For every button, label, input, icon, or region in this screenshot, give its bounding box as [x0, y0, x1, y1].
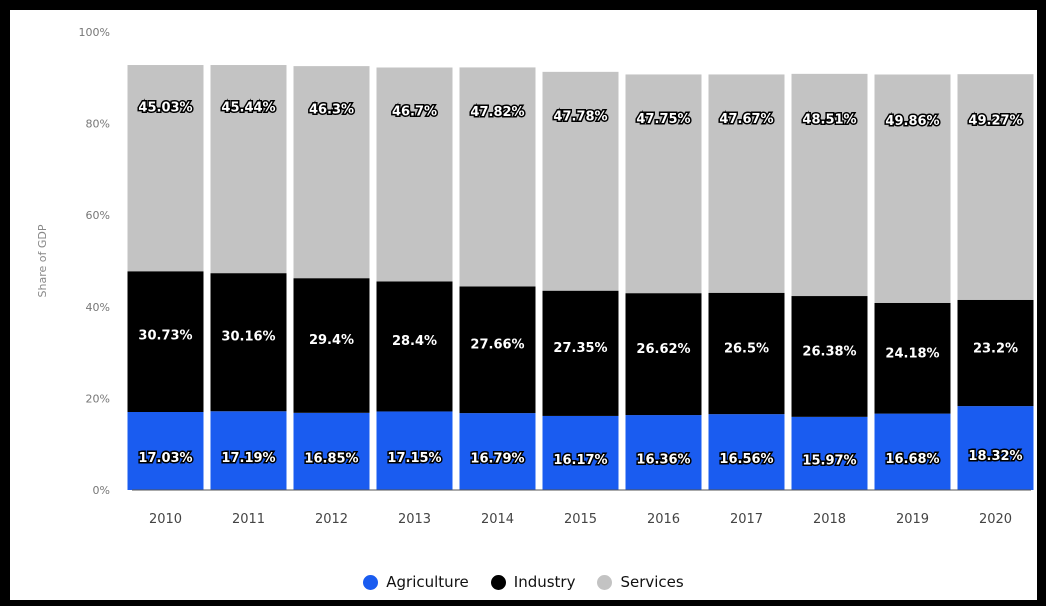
bar-services-2016 — [625, 74, 702, 294]
data-label: 30.73% — [138, 329, 192, 344]
bar-industry-2018 — [791, 296, 868, 417]
bar-agriculture-2016 — [625, 415, 702, 490]
data-label: 46.3% — [309, 103, 354, 118]
data-label: 27.35% — [553, 341, 607, 356]
data-label: 26.5% — [724, 341, 769, 356]
data-label: 16.79% — [470, 452, 524, 467]
bar-services-2020 — [957, 74, 1034, 300]
data-label: 26.62% — [636, 342, 690, 357]
data-label: 47.78% — [553, 110, 607, 125]
data-label: 16.17% — [553, 453, 607, 468]
y-tick-label: 80% — [86, 118, 110, 131]
x-tick-label: 2012 — [315, 512, 348, 527]
data-label: 16.36% — [636, 453, 690, 468]
stacked-bar-chart: 0% 20% 40% 60% 80% 100% Share of GDP 17.03% 30.7… — [36, 26, 1034, 527]
bar-industry-2011 — [210, 273, 287, 412]
bar-services-2019 — [874, 74, 951, 303]
x-tick-label: 2013 — [398, 512, 431, 527]
bar-services-2017 — [708, 74, 785, 293]
data-label: 26.38% — [802, 344, 856, 359]
data-label: 24.18% — [885, 347, 939, 362]
data-label: 16.68% — [885, 452, 939, 467]
bar-agriculture-2010 — [127, 412, 204, 490]
y-tick-label: 20% — [86, 392, 110, 405]
data-label: 29.4% — [309, 333, 354, 348]
x-tick-label: 2015 — [564, 512, 597, 527]
data-label: 27.66% — [470, 337, 524, 352]
y-tick-label: 100% — [79, 26, 110, 39]
legend-swatch — [490, 574, 506, 590]
bar-industry-2015 — [542, 290, 619, 416]
x-tick-label: 2018 — [813, 512, 846, 527]
data-label: 45.44% — [221, 101, 275, 116]
data-label: 16.85% — [304, 452, 358, 467]
x-tick-label: 2016 — [647, 512, 680, 527]
legend-item-agriculture[interactable]: Agriculture — [363, 573, 469, 591]
data-label: 47.82% — [470, 105, 524, 120]
bar-industry-2010 — [127, 271, 204, 413]
chart-frame: 0% 20% 40% 60% 80% 100% Share of GDP 17.03% 30.7… — [10, 10, 1037, 600]
bar-services-2018 — [791, 73, 868, 297]
bar-industry-2013 — [376, 281, 453, 412]
bar-services-2011 — [210, 65, 287, 274]
y-tick-label: 0% — [93, 484, 110, 497]
data-label: 17.15% — [387, 451, 441, 466]
y-axis-title: Share of GDP — [36, 224, 49, 297]
bar-agriculture-2015 — [542, 415, 619, 490]
data-label: 45.03% — [138, 100, 192, 115]
data-label: 23.2% — [973, 342, 1018, 357]
bar-agriculture-2018 — [791, 416, 868, 490]
data-label: 47.75% — [636, 112, 690, 127]
y-tick-label: 40% — [86, 301, 110, 314]
bar-agriculture-2019 — [874, 413, 951, 490]
legend-label: Industry — [513, 573, 576, 591]
data-label: 18.32% — [968, 449, 1022, 464]
data-label: 49.86% — [885, 114, 939, 129]
bar-services-2013 — [376, 67, 453, 282]
legend-label: Agriculture — [386, 573, 469, 591]
legend-label: Services — [620, 573, 684, 591]
bar-industry-2020 — [957, 299, 1034, 407]
legend-item-services[interactable]: Services — [597, 573, 684, 591]
bar-industry-2016 — [625, 293, 702, 416]
bar-services-2015 — [542, 71, 619, 291]
x-tick-label: 2019 — [896, 512, 929, 527]
data-label: 46.7% — [392, 104, 437, 119]
data-label: 48.51% — [802, 112, 856, 127]
data-label: 28.4% — [392, 334, 437, 349]
bar-industry-2017 — [708, 292, 785, 415]
data-label: 30.16% — [221, 329, 275, 344]
data-label: 17.03% — [138, 451, 192, 466]
bar-services-2012 — [293, 66, 370, 279]
bar-services-2014 — [459, 67, 536, 287]
bar-industry-2019 — [874, 302, 951, 414]
data-label: 49.27% — [968, 113, 1022, 128]
data-label: 15.97% — [802, 453, 856, 468]
bar-industry-2012 — [293, 278, 370, 413]
x-tick-label: 2010 — [149, 512, 182, 527]
data-label: 17.19% — [221, 451, 275, 466]
bar-agriculture-2020 — [957, 406, 1034, 490]
bar-agriculture-2011 — [210, 411, 287, 490]
y-tick-label: 60% — [86, 209, 110, 222]
x-tick-label: 2017 — [730, 512, 763, 527]
legend-swatch — [363, 574, 379, 590]
x-tick-label: 2011 — [232, 512, 265, 527]
bar-services-2010 — [127, 65, 204, 272]
bar-agriculture-2014 — [459, 413, 536, 490]
legend-swatch — [597, 574, 613, 590]
data-label: 47.67% — [719, 112, 773, 127]
x-tick-label: 2014 — [481, 512, 514, 527]
legend: Agriculture Industry Services — [10, 573, 1037, 591]
bar-agriculture-2013 — [376, 411, 453, 490]
bar-agriculture-2017 — [708, 414, 785, 490]
legend-item-industry[interactable]: Industry — [490, 573, 576, 591]
bar-industry-2014 — [459, 286, 536, 414]
bar-agriculture-2012 — [293, 412, 370, 490]
data-label: 16.56% — [719, 452, 773, 467]
x-tick-label: 2020 — [979, 512, 1012, 527]
